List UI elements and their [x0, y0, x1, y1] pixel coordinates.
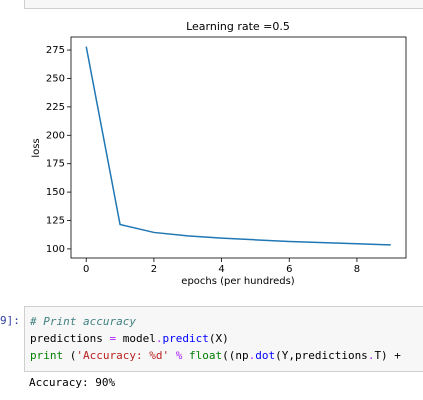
- chart-title: Learning rate =0.5: [186, 20, 290, 33]
- code-line: # Print accuracy: [30, 315, 136, 328]
- y-tick-label: 225: [46, 102, 65, 113]
- token: predict: [162, 332, 209, 345]
- x-tick-label: 0: [83, 264, 89, 275]
- token: 'Accuracy: %d': [76, 349, 170, 362]
- code-line: print ('Accuracy: %d' % float((np.dot(Y,…: [30, 349, 401, 362]
- cell-prompt: 9]:: [0, 314, 20, 327]
- y-tick-label: 100: [46, 244, 65, 255]
- x-tick-label: 2: [151, 264, 157, 275]
- token: predictions: [30, 332, 103, 345]
- token: .: [248, 349, 256, 362]
- token: float: [188, 349, 223, 362]
- y-tick-label: 250: [46, 73, 65, 84]
- y-tick-label: 275: [46, 45, 65, 56]
- cell-output: Accuracy: 90%: [29, 376, 116, 389]
- comment: # Print accuracy: [30, 315, 136, 328]
- x-tick-label: 4: [218, 264, 224, 275]
- x-axis-label: epochs (per hundreds): [181, 276, 294, 287]
- token: (Y,predictions: [275, 349, 368, 362]
- token: .: [155, 332, 163, 345]
- loss-line: [85, 46, 391, 246]
- token: .: [367, 349, 375, 362]
- previous-cell: [24, 0, 423, 9]
- chart: Learning rate =0.5 epochs (per hundreds)…: [31, 20, 407, 287]
- plot-frame: [70, 36, 407, 259]
- code-line: predictions = model.predict(X): [30, 332, 229, 345]
- token: model: [122, 332, 156, 345]
- code-cell[interactable]: # Print accuracy predictions = model.pre…: [24, 306, 423, 372]
- token: %: [169, 349, 189, 362]
- token: (: [63, 349, 77, 362]
- y-axis-label: loss: [31, 138, 42, 157]
- token: T) +: [374, 349, 401, 362]
- token: (X): [208, 332, 229, 345]
- y-tick-label: 125: [46, 216, 65, 227]
- token: =: [102, 332, 123, 345]
- token: print: [30, 349, 64, 362]
- y-tick-label: 150: [46, 187, 65, 198]
- y-tick-label: 175: [46, 159, 65, 170]
- x-tick-label: 6: [286, 264, 292, 275]
- token: dot: [255, 349, 276, 362]
- token: ((np: [222, 349, 249, 362]
- y-tick-label: 200: [46, 130, 65, 141]
- x-tick-label: 8: [354, 264, 360, 275]
